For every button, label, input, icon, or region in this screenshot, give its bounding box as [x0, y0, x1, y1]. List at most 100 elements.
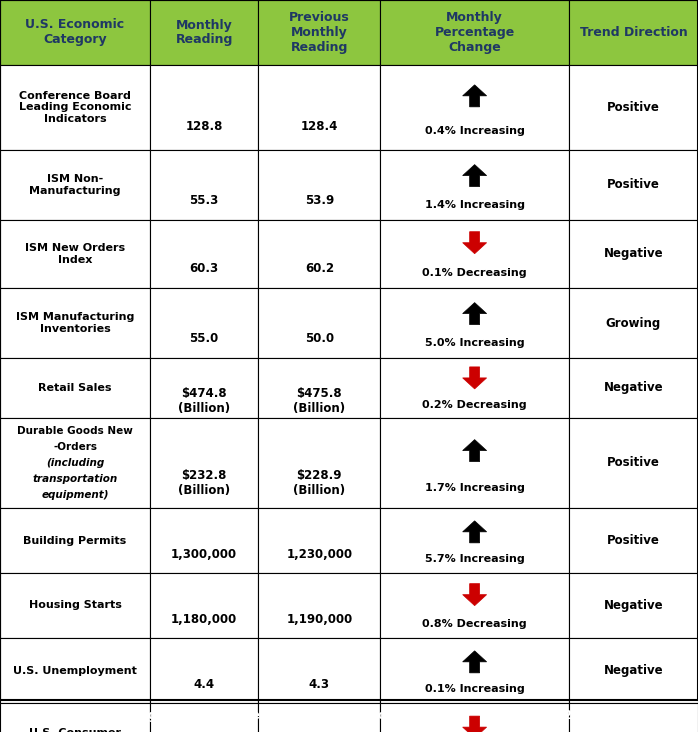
Text: Positive: Positive: [607, 457, 660, 469]
Text: ISM Manufacturing
Inventories: ISM Manufacturing Inventories: [16, 313, 134, 334]
Bar: [258, 150, 380, 220]
Text: 0.4% Increasing: 0.4% Increasing: [424, 127, 525, 136]
Bar: [569, 288, 698, 358]
Polygon shape: [463, 302, 487, 324]
Text: $474.8
(Billion): $474.8 (Billion): [178, 387, 230, 415]
Text: U.S. Unemployment: U.S. Unemployment: [13, 665, 137, 676]
Text: Housing Starts: Housing Starts: [29, 600, 121, 610]
Bar: [569, 703, 698, 732]
Text: 60.3: 60.3: [190, 263, 218, 275]
Text: ISM Non-
Manufacturing: ISM Non- Manufacturing: [29, 174, 121, 195]
Polygon shape: [463, 85, 487, 107]
Bar: [380, 288, 569, 358]
Bar: [380, 508, 569, 573]
Text: Durable Goods New: Durable Goods New: [17, 426, 133, 436]
Polygon shape: [463, 651, 487, 673]
Text: 1,190,000: 1,190,000: [286, 613, 352, 627]
Text: Conference Board
Leading Economic
Indicators: Conference Board Leading Economic Indica…: [19, 91, 131, 124]
Text: 128.4: 128.4: [301, 120, 338, 132]
Text: 55.3: 55.3: [190, 194, 218, 207]
Polygon shape: [463, 716, 487, 732]
Bar: [569, 220, 698, 288]
Text: 1.4% Increasing: 1.4% Increasing: [424, 200, 525, 209]
Bar: [380, 358, 569, 418]
Bar: [380, 220, 569, 288]
Text: Previous
Monthly
Reading: Previous Monthly Reading: [289, 11, 350, 54]
Bar: [0, 0, 150, 65]
Bar: [569, 0, 698, 65]
Text: Trend Direction: Trend Direction: [579, 26, 688, 39]
Text: Negative: Negative: [604, 247, 663, 261]
Text: 1.7% Increasing: 1.7% Increasing: [424, 483, 525, 493]
Bar: [0, 638, 150, 703]
Bar: [258, 418, 380, 508]
Text: -Orders: -Orders: [53, 442, 97, 452]
Text: $475.8
(Billion): $475.8 (Billion): [293, 387, 346, 415]
Bar: [0, 65, 150, 150]
Text: Monthly
Reading: Monthly Reading: [175, 18, 233, 47]
Text: 0.1% Increasing: 0.1% Increasing: [425, 684, 524, 694]
Polygon shape: [463, 521, 487, 543]
Bar: [0, 288, 150, 358]
Bar: [150, 418, 258, 508]
Bar: [380, 703, 569, 732]
Bar: [380, 418, 569, 508]
Bar: [258, 0, 380, 65]
Polygon shape: [463, 583, 487, 605]
Bar: [380, 638, 569, 703]
Bar: [150, 220, 258, 288]
Text: ISM New Orders
Index: ISM New Orders Index: [25, 243, 125, 265]
Text: Positive: Positive: [607, 179, 660, 192]
Text: 55.0: 55.0: [190, 332, 218, 345]
Text: 4.3: 4.3: [309, 679, 330, 691]
Text: 60.2: 60.2: [305, 263, 334, 275]
Text: 1,300,000: 1,300,000: [171, 548, 237, 561]
Text: Negative: Negative: [604, 599, 663, 612]
Text: (including: (including: [46, 458, 104, 468]
Text: 1,180,000: 1,180,000: [171, 613, 237, 627]
Bar: [569, 508, 698, 573]
Bar: [0, 418, 150, 508]
Bar: [258, 220, 380, 288]
Text: Sourcing Pg.9 Graph created by the MIQ Logistics Marketing Team 09/28/17: Sourcing Pg.9 Graph created by the MIQ L…: [98, 709, 600, 722]
Bar: [150, 638, 258, 703]
Bar: [0, 703, 150, 732]
Bar: [258, 358, 380, 418]
Text: U.S. Consumer
Confidence: U.S. Consumer Confidence: [29, 728, 121, 732]
Text: Positive: Positive: [607, 534, 660, 547]
Text: Positive: Positive: [607, 101, 660, 114]
Text: 4.4: 4.4: [193, 679, 215, 691]
Text: 5.7% Increasing: 5.7% Increasing: [425, 553, 524, 564]
Bar: [258, 508, 380, 573]
Bar: [0, 220, 150, 288]
Text: equipment): equipment): [41, 490, 109, 500]
Text: 53.9: 53.9: [305, 194, 334, 207]
Text: Building Permits: Building Permits: [24, 536, 126, 545]
Bar: [569, 150, 698, 220]
Bar: [0, 150, 150, 220]
Text: 0.2% Decreasing: 0.2% Decreasing: [422, 400, 527, 410]
Bar: [0, 358, 150, 418]
Polygon shape: [463, 440, 487, 462]
Text: Negative: Negative: [604, 664, 663, 677]
Text: Monthly
Percentage
Change: Monthly Percentage Change: [435, 11, 514, 54]
Bar: [380, 65, 569, 150]
Text: 50.0: 50.0: [305, 332, 334, 345]
Bar: [150, 703, 258, 732]
Bar: [569, 418, 698, 508]
Bar: [150, 288, 258, 358]
Bar: [150, 150, 258, 220]
Text: 128.8: 128.8: [186, 120, 223, 132]
Polygon shape: [463, 232, 487, 254]
Text: U.S. Economic
Category: U.S. Economic Category: [25, 18, 125, 47]
Bar: [380, 150, 569, 220]
Text: Retail Sales: Retail Sales: [38, 383, 112, 393]
Bar: [569, 65, 698, 150]
Bar: [258, 65, 380, 150]
Text: 0.1% Decreasing: 0.1% Decreasing: [422, 268, 527, 278]
Bar: [258, 573, 380, 638]
Polygon shape: [463, 165, 487, 187]
Bar: [0, 508, 150, 573]
Bar: [380, 573, 569, 638]
Bar: [569, 358, 698, 418]
